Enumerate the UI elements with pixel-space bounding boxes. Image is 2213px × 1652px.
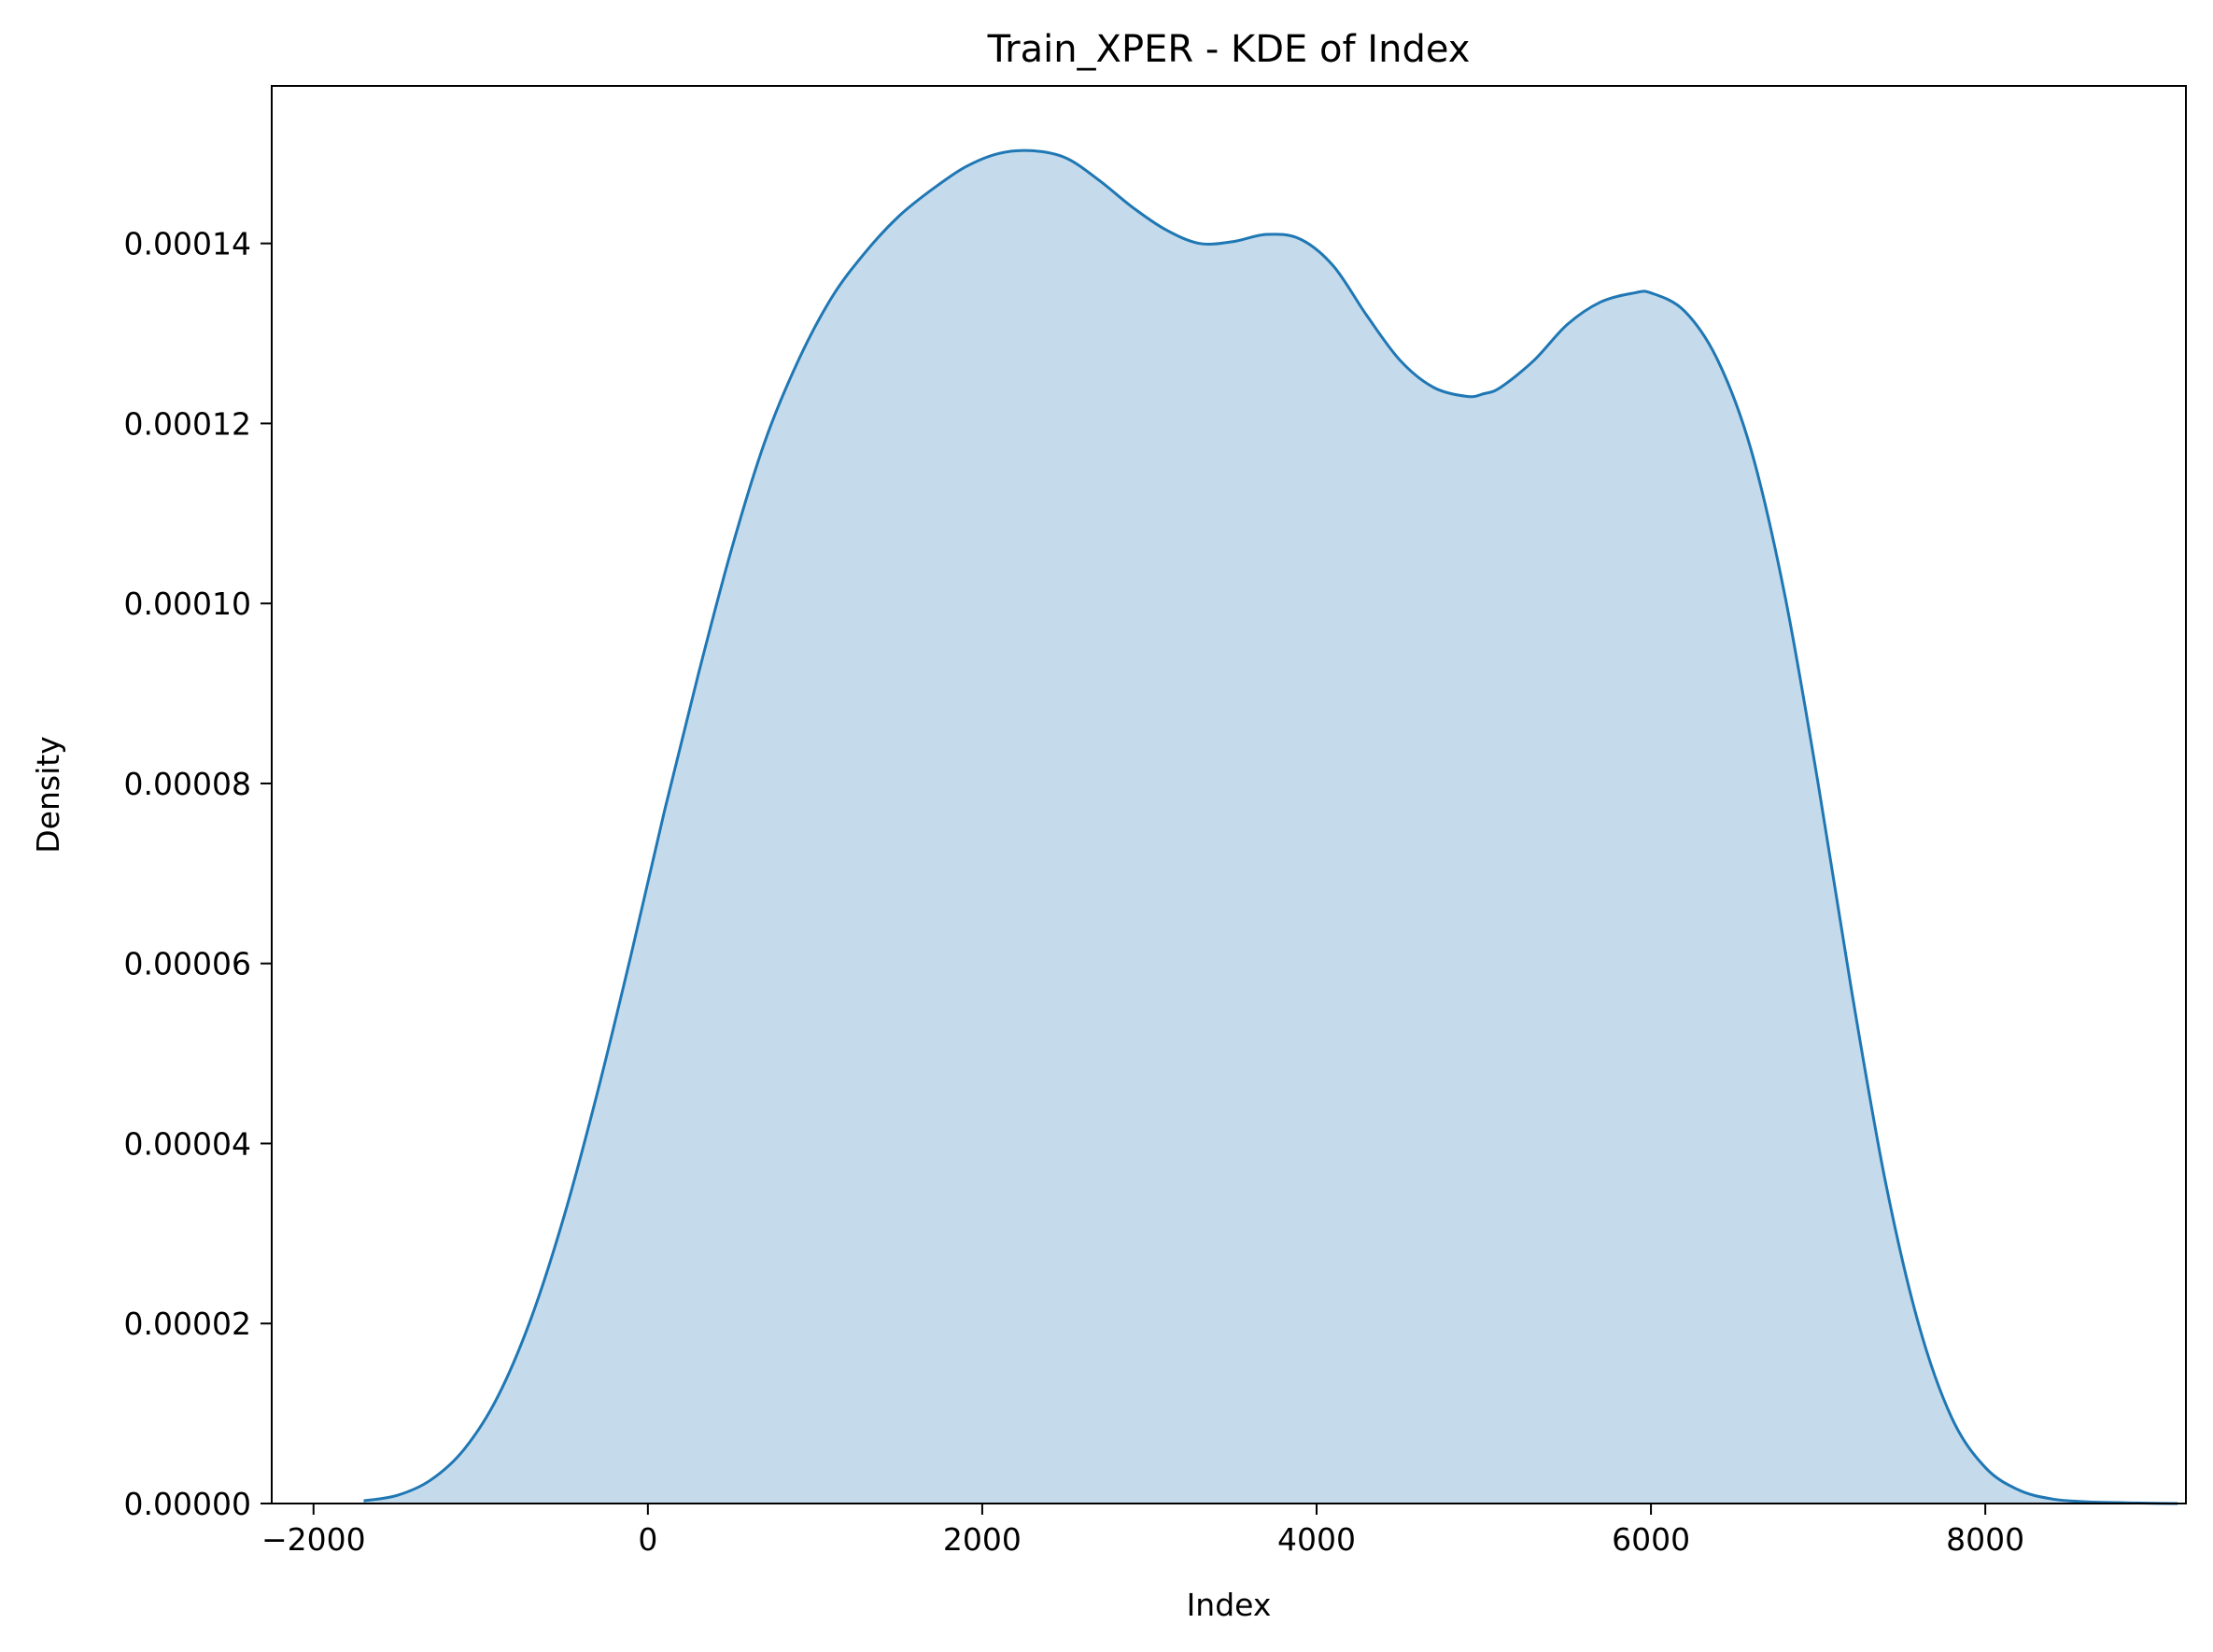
y-tick-label: 0.00012: [124, 405, 251, 442]
x-tick-label: 8000: [1946, 1521, 2024, 1558]
x-tick-label: 0: [638, 1521, 657, 1558]
x-tick-label: 6000: [1612, 1521, 1690, 1558]
y-axis: 0.00000 0.00002 0.00004 0.00006 0.00008 0.000…: [124, 226, 272, 1522]
x-tick-label: −2000: [261, 1521, 366, 1558]
axes-frame: [271, 85, 2187, 1504]
chart-title: Train_XPER - KDE of Index: [987, 28, 1471, 71]
y-tick-label: 0.00000: [124, 1486, 251, 1522]
density-area: [363, 150, 2178, 1504]
x-axis-title: Index: [1187, 1587, 1272, 1623]
x-tick-label: 2000: [943, 1521, 1022, 1558]
plot-area: [363, 148, 2178, 1505]
x-tick-label: 4000: [1277, 1521, 1356, 1558]
y-tick-label: 0.00004: [124, 1125, 251, 1162]
y-axis-title: Density: [30, 736, 66, 853]
y-tick-label: 0.00008: [124, 766, 251, 802]
y-tick-label: 0.00002: [124, 1306, 251, 1342]
y-tick-label: 0.00014: [124, 226, 251, 262]
x-axis: −2000 0 2000 4000 6000 8000: [261, 1504, 2024, 1558]
density-line: [363, 148, 2178, 1505]
y-tick-label: 0.00006: [124, 946, 251, 982]
y-tick-label: 0.00010: [124, 586, 251, 622]
